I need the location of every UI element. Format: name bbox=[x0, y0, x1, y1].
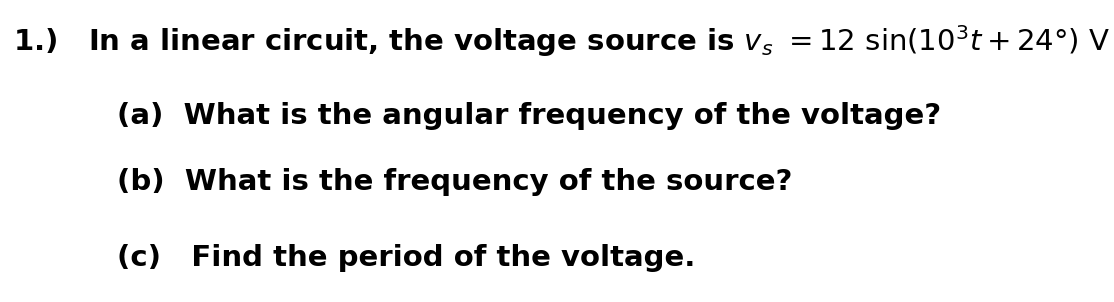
Text: (a)  What is the angular frequency of the voltage?: (a) What is the angular frequency of the… bbox=[117, 102, 941, 130]
Text: 1.)   In a linear circuit, the voltage source is $\mathit{v_s}$ $= 12\ \mathrm{s: 1.) In a linear circuit, the voltage sou… bbox=[13, 24, 1111, 59]
Text: (b)  What is the frequency of the source?: (b) What is the frequency of the source? bbox=[117, 168, 792, 196]
Text: (c)   Find the period of the voltage.: (c) Find the period of the voltage. bbox=[117, 244, 695, 272]
